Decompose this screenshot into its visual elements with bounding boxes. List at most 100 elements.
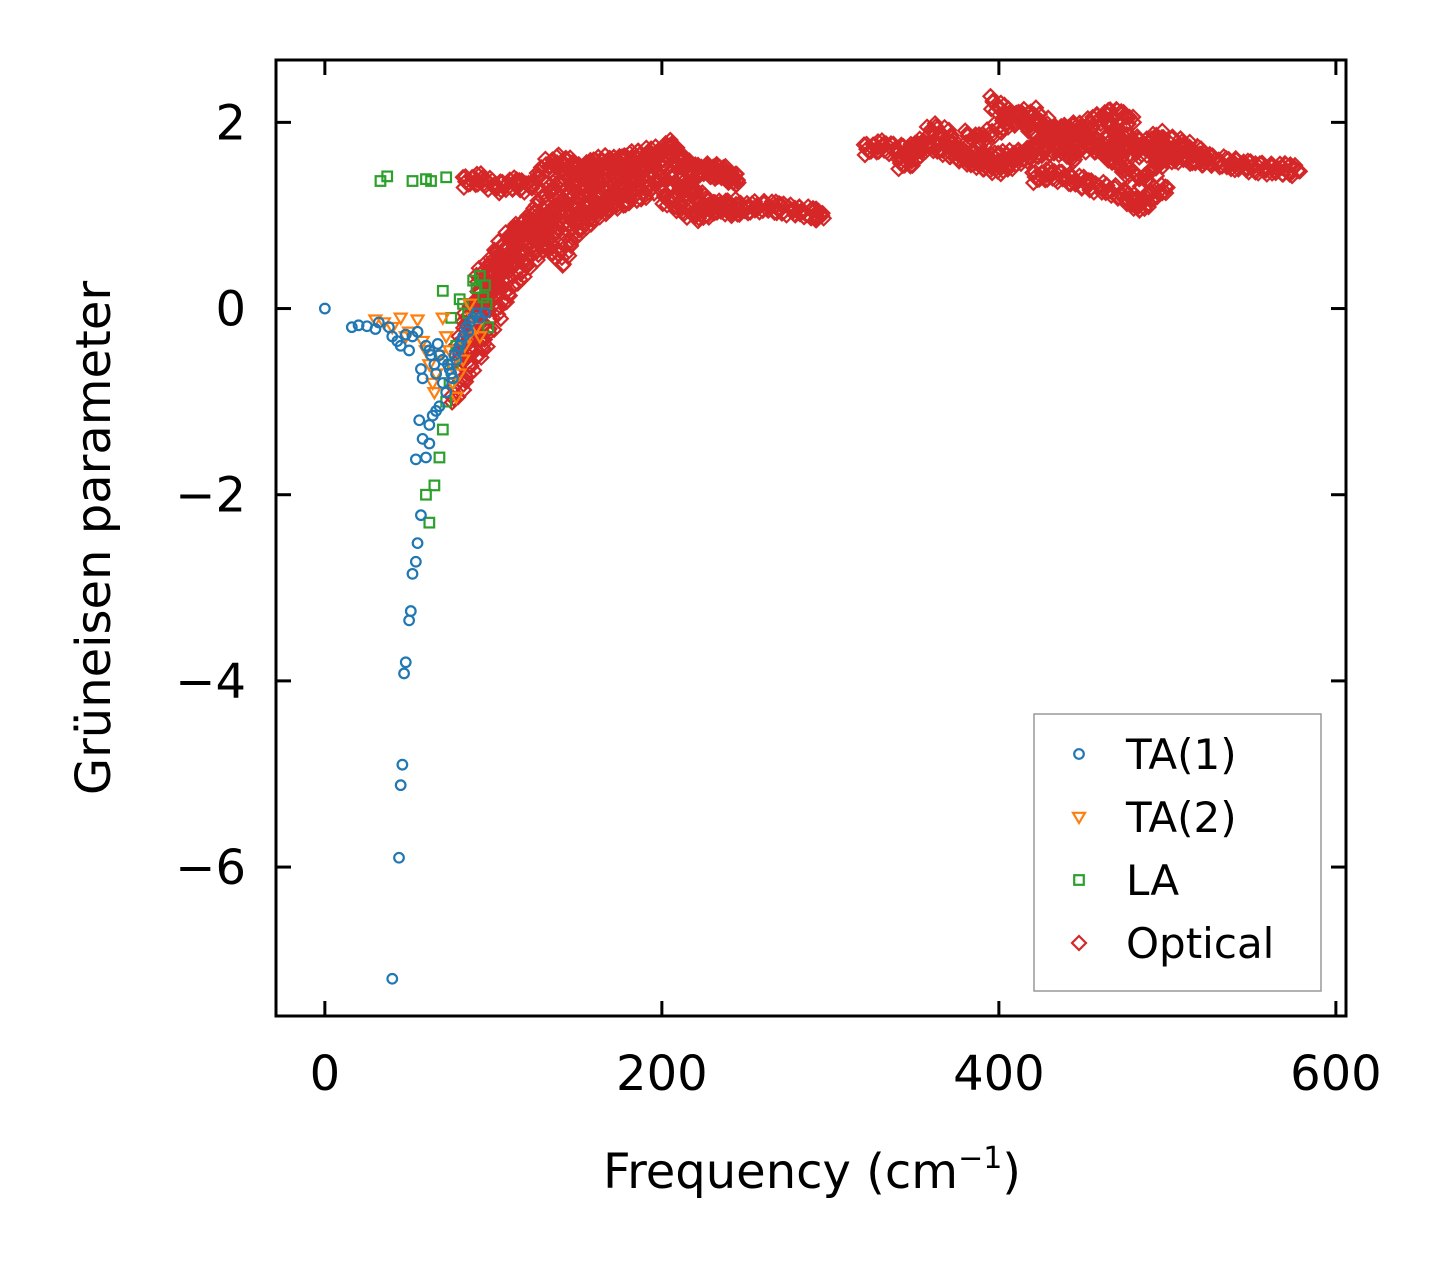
y-tick-label: −6 bbox=[175, 840, 246, 896]
data-point-optical bbox=[1221, 154, 1240, 172]
y-axis-label: Grüneisen parameter bbox=[66, 281, 122, 796]
data-point-optical bbox=[938, 134, 956, 153]
data-point-optical bbox=[786, 205, 804, 223]
data-point-optical bbox=[493, 271, 512, 290]
data-point-optical bbox=[982, 100, 1000, 118]
series-ta-1- bbox=[318, 302, 491, 985]
data-point-optical bbox=[1093, 183, 1111, 201]
data-point-optical bbox=[589, 169, 607, 187]
data-point-ta-1- bbox=[413, 414, 426, 427]
data-point-optical bbox=[1167, 149, 1185, 167]
data-point-ta-1- bbox=[345, 321, 358, 334]
x-tick-label: 400 bbox=[953, 1046, 1045, 1102]
legend-label: TA(1) bbox=[1125, 730, 1237, 779]
data-point-ta-1- bbox=[404, 605, 417, 617]
legend-marker bbox=[1071, 811, 1087, 826]
data-point-optical bbox=[727, 165, 746, 183]
data-point-ta-1- bbox=[411, 325, 424, 338]
data-point-optical bbox=[1066, 151, 1084, 169]
data-point-optical bbox=[727, 195, 745, 213]
data-point-ta-1- bbox=[420, 451, 432, 464]
data-point-optical bbox=[1147, 159, 1165, 177]
data-point-ta-1- bbox=[372, 316, 385, 329]
data-point-optical bbox=[813, 206, 831, 225]
data-point-optical bbox=[729, 171, 747, 189]
data-point-ta-1- bbox=[415, 509, 427, 522]
legend-label: LA bbox=[1126, 856, 1179, 905]
data-point-optical bbox=[1063, 146, 1081, 164]
data-point-ta-2- bbox=[468, 321, 485, 336]
data-point-optical bbox=[500, 251, 518, 269]
data-point-optical bbox=[926, 114, 944, 133]
data-point-optical bbox=[589, 171, 607, 190]
data-point-optical bbox=[493, 173, 511, 191]
data-point-la bbox=[433, 451, 446, 464]
data-point-optical bbox=[616, 160, 634, 178]
data-point-optical bbox=[1283, 167, 1301, 185]
y-tick-label: −4 bbox=[175, 654, 246, 710]
data-point-la bbox=[440, 171, 453, 184]
data-point-optical bbox=[472, 348, 490, 367]
legend-label: TA(2) bbox=[1125, 793, 1237, 842]
data-point-ta-1- bbox=[416, 432, 429, 445]
data-point-la bbox=[482, 321, 495, 334]
data-point-la bbox=[420, 488, 432, 501]
data-point-optical bbox=[618, 184, 636, 202]
data-point-ta-1- bbox=[403, 344, 416, 357]
data-point-la bbox=[477, 291, 490, 304]
data-point-optical bbox=[958, 155, 976, 174]
data-point-la bbox=[436, 284, 449, 297]
data-point-optical bbox=[468, 171, 486, 189]
data-point-ta-1- bbox=[398, 667, 410, 680]
data-point-optical bbox=[1140, 162, 1158, 181]
x-axis-label-superscript: −1 bbox=[958, 1141, 1002, 1176]
data-point-optical bbox=[489, 274, 507, 292]
data-point-ta-1- bbox=[430, 367, 442, 380]
data-point-optical bbox=[1124, 108, 1142, 126]
data-point-ta-2- bbox=[448, 391, 465, 406]
data-point-ta-2- bbox=[392, 312, 409, 327]
series-optical bbox=[442, 87, 1309, 411]
data-point-ta-2- bbox=[426, 387, 443, 401]
data-point-optical bbox=[465, 361, 483, 380]
data-point-ta-1- bbox=[369, 323, 382, 335]
data-point-optical bbox=[1200, 151, 1219, 169]
data-point-optical bbox=[807, 211, 826, 229]
data-point-optical bbox=[919, 134, 937, 152]
data-point-ta-1- bbox=[415, 363, 427, 375]
data-point-optical bbox=[1286, 156, 1304, 174]
data-point-optical bbox=[1290, 162, 1308, 180]
x-tick-labels: 0 200 400 600 bbox=[310, 1046, 1382, 1102]
data-point-ta-1- bbox=[403, 614, 416, 627]
data-point-ta-2- bbox=[471, 331, 488, 345]
data-point-optical bbox=[488, 244, 506, 262]
data-point-la bbox=[470, 282, 483, 294]
data-point-optical bbox=[516, 211, 534, 229]
data-point-ta-1- bbox=[393, 851, 405, 864]
data-point-optical bbox=[1163, 153, 1181, 171]
y-tick-label: 0 bbox=[215, 282, 246, 338]
x-tick-label: 0 bbox=[310, 1046, 341, 1102]
legend-marker bbox=[1073, 874, 1085, 886]
data-point-optical bbox=[526, 204, 544, 222]
data-point-ta-1- bbox=[399, 328, 412, 341]
data-point-optical bbox=[998, 113, 1016, 132]
data-point-optical bbox=[1171, 130, 1190, 148]
data-point-optical bbox=[1158, 178, 1176, 197]
legend-entries: TA(1) TA(2) LA Optical bbox=[1070, 730, 1274, 968]
data-point-optical bbox=[1176, 136, 1194, 154]
data-point-optical bbox=[616, 196, 634, 214]
x-axis-label-main: Frequency (cm bbox=[603, 1144, 958, 1200]
data-point-optical bbox=[721, 195, 740, 213]
legend-label: Optical bbox=[1126, 919, 1274, 968]
data-point-ta-1- bbox=[409, 555, 422, 568]
data-point-ta-1- bbox=[406, 567, 419, 580]
data-point-optical bbox=[686, 185, 704, 203]
data-point-optical bbox=[950, 152, 968, 170]
data-point-ta-1- bbox=[436, 377, 449, 389]
data-point-la bbox=[436, 423, 449, 436]
data-point-ta-1- bbox=[423, 418, 436, 431]
x-tick-label: 600 bbox=[1290, 1046, 1382, 1102]
data-point-la bbox=[423, 516, 436, 529]
data-point-optical bbox=[654, 195, 672, 213]
